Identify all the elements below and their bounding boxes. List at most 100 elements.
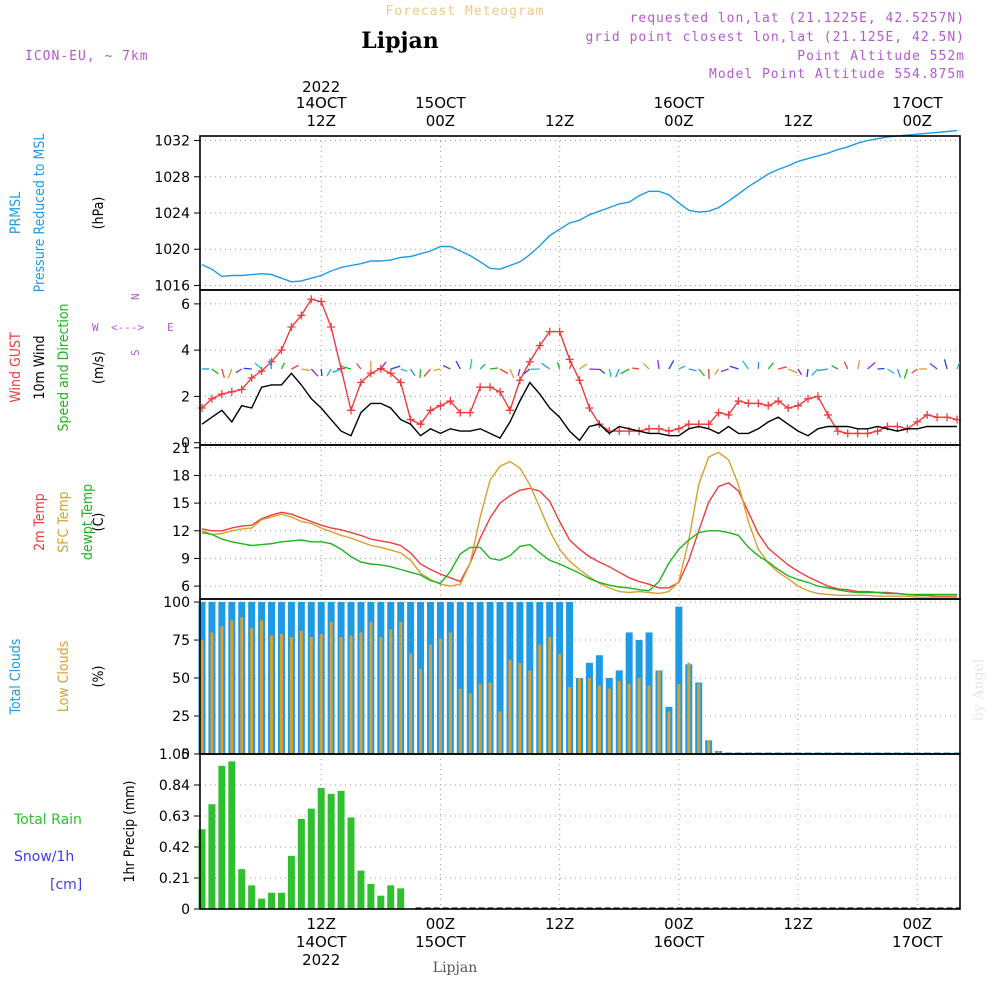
- wind-arrow: [598, 368, 606, 374]
- low-cloud-bar: [240, 617, 244, 754]
- low-cloud-bar: [210, 632, 214, 754]
- rain-bar: [258, 898, 266, 909]
- wind-arrow: [356, 363, 362, 370]
- low-cloud-bar: [687, 662, 691, 754]
- ylabel-clouds: (%): [91, 666, 107, 688]
- gust-marker: [724, 410, 733, 419]
- low-cloud-bar: [707, 740, 711, 754]
- gust-marker: [237, 385, 246, 394]
- wind-arrow: [310, 368, 319, 377]
- gust-marker: [277, 346, 286, 355]
- gust-marker: [684, 420, 693, 429]
- low-cloud-bar: [260, 620, 264, 754]
- ytick-label: 100: [163, 595, 190, 611]
- low-cloud-bar: [667, 711, 671, 754]
- side-label-pressure-0: PRMSL: [8, 192, 24, 234]
- wind-arrow: [911, 368, 918, 374]
- bottom-time-label: 2022: [302, 951, 340, 969]
- wind-arrow: [943, 359, 948, 370]
- bottom-time-label: 14OCT: [296, 933, 347, 951]
- gust-marker: [943, 413, 952, 422]
- low-cloud-bar: [309, 636, 313, 754]
- side-label-temperature-0: 2m Temp: [32, 493, 48, 551]
- rain-bar: [198, 829, 206, 909]
- wind-direction-arrows: [201, 359, 961, 380]
- wind-arrow: [896, 368, 902, 378]
- bottom-time-label: 16OCT: [654, 933, 705, 951]
- gust-marker: [764, 401, 773, 410]
- bottom-time-label: 00Z: [426, 915, 455, 933]
- wind-arrow: [929, 362, 938, 370]
- gust-marker: [227, 387, 236, 396]
- wind-arrow: [390, 365, 401, 370]
- ytick-label: 25: [172, 709, 190, 725]
- wind-arrow: [235, 368, 243, 374]
- gust-marker: [575, 376, 584, 385]
- model-name: ICON-EU, ~ 7km: [25, 49, 149, 64]
- gust-marker: [515, 376, 524, 385]
- ytick-label: 1020: [154, 242, 190, 258]
- low-cloud-bar: [538, 644, 542, 754]
- low-cloud-bar: [647, 685, 651, 754]
- compass-west: W: [92, 321, 99, 334]
- gust-marker: [704, 420, 713, 429]
- low-cloud-bar: [558, 653, 562, 754]
- wind-arrow: [419, 368, 422, 379]
- series-wind-gust: [201, 298, 958, 435]
- side-label-clouds-1: Low Clouds: [56, 641, 72, 712]
- wind-arrow: [688, 368, 697, 372]
- gust-marker: [823, 410, 832, 419]
- ytick-label: 6: [181, 297, 190, 313]
- wind-arrow: [867, 361, 876, 370]
- wind-arrow: [469, 359, 473, 370]
- low-cloud-bar: [657, 670, 661, 754]
- series-10m-wind: [201, 372, 957, 442]
- low-cloud-bar: [697, 684, 701, 754]
- side-label-wind-1: 10m Wind: [32, 336, 48, 400]
- gust-marker: [406, 415, 415, 424]
- rain-bar: [377, 895, 385, 909]
- rain-bar: [347, 817, 355, 909]
- low-cloud-bar: [250, 627, 254, 754]
- rain-bar: [248, 885, 256, 909]
- wind-arrow: [211, 368, 219, 375]
- wind-arrow: [668, 359, 675, 370]
- wind-arrow: [442, 365, 451, 370]
- rain-bar: [307, 808, 315, 909]
- rain-bar: [218, 765, 226, 909]
- gust-marker: [396, 378, 405, 387]
- gust-marker: [366, 369, 375, 378]
- rain-bar: [287, 855, 295, 909]
- wind-arrow: [499, 368, 509, 375]
- gust-marker: [664, 427, 673, 436]
- low-cloud-bar: [528, 670, 532, 754]
- gust-marker: [843, 429, 852, 438]
- low-cloud-bar: [220, 626, 224, 754]
- total-cloud-bar: [566, 602, 574, 754]
- gust-marker: [386, 369, 395, 378]
- panel-frame: [199, 289, 961, 446]
- rain-bar: [317, 787, 325, 909]
- top-time-label: 12Z: [307, 112, 336, 130]
- low-cloud-bar: [548, 636, 552, 754]
- wind-arrow: [767, 362, 774, 370]
- compass-arrow: <--->: [111, 321, 144, 334]
- gust-marker: [426, 406, 435, 415]
- wind-arrow: [227, 368, 233, 379]
- wind-arrow: [509, 368, 515, 379]
- ytick-label: 4: [181, 343, 190, 359]
- top-time-label: 16OCT: [654, 94, 705, 112]
- total-cloud-bar: [476, 602, 484, 754]
- compass-legend: W <---> E N S: [92, 293, 174, 356]
- low-cloud-bar: [339, 636, 343, 754]
- ytick-label: 12: [172, 524, 190, 540]
- rain-bar: [228, 761, 236, 909]
- low-cloud-bar: [478, 684, 482, 754]
- low-cloud-bar: [399, 621, 403, 754]
- ytick-label: 1024: [154, 206, 190, 222]
- rain-bar: [238, 869, 246, 909]
- low-cloud-bar: [428, 644, 432, 754]
